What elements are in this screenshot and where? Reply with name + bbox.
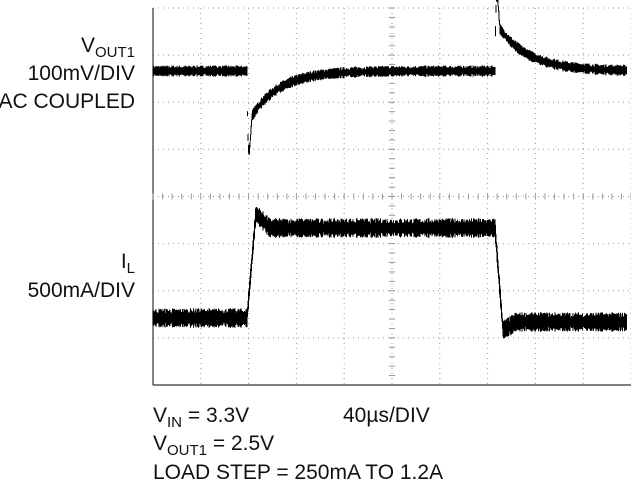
trace bbox=[152, 207, 627, 339]
vin-condition: VIN = 3.3V bbox=[153, 404, 249, 431]
value: = 2.5V bbox=[207, 432, 274, 455]
symbol: V bbox=[153, 404, 167, 427]
vout-condition: VOUT1 = 2.5V bbox=[153, 432, 274, 459]
il-scale: 500mA/DIV bbox=[28, 279, 135, 302]
subscript: IN bbox=[167, 414, 182, 431]
traces bbox=[152, 0, 627, 339]
subscript: L bbox=[127, 260, 135, 277]
symbol: V bbox=[153, 432, 167, 455]
symbol: I bbox=[121, 250, 127, 273]
il-label: IL bbox=[121, 250, 135, 277]
vout-scale: 100mV/DIV bbox=[28, 62, 135, 85]
timebase: 40µs/DIV bbox=[343, 404, 430, 427]
subscript: OUT1 bbox=[167, 442, 207, 459]
trace bbox=[152, 0, 627, 155]
value: = 3.3V bbox=[182, 404, 249, 427]
load-step: LOAD STEP = 250mA TO 1.2A bbox=[153, 461, 443, 484]
vout-coupling: AC COUPLED bbox=[0, 90, 135, 113]
subscript: OUT1 bbox=[95, 44, 135, 61]
symbol: V bbox=[81, 34, 95, 57]
vout-label: VOUT1 bbox=[81, 34, 135, 61]
